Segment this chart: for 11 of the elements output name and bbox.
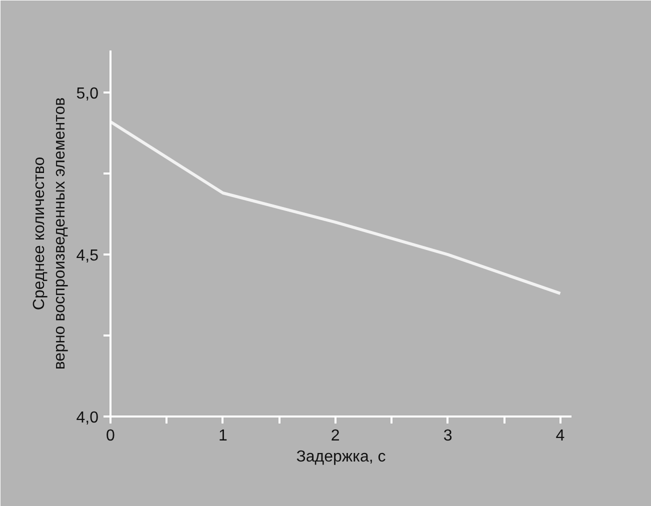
line-series bbox=[110, 120, 562, 295]
x-tick-label: 4 bbox=[556, 428, 565, 444]
y-axis-title: Среднее количество верно воспроизведенных элементов bbox=[30, 97, 68, 370]
x-axis-title: Задержка, с bbox=[296, 448, 386, 466]
y-tick-label: 5,0 bbox=[76, 86, 99, 103]
x-tick-label: 1 bbox=[218, 428, 228, 444]
x-tick-label: 0 bbox=[106, 428, 116, 444]
y-tick-label: 4,5 bbox=[76, 248, 99, 265]
y-tick-label: 4,0 bbox=[76, 410, 99, 426]
x-tick-label: 3 bbox=[443, 428, 452, 444]
x-tick-label: 2 bbox=[330, 428, 340, 444]
